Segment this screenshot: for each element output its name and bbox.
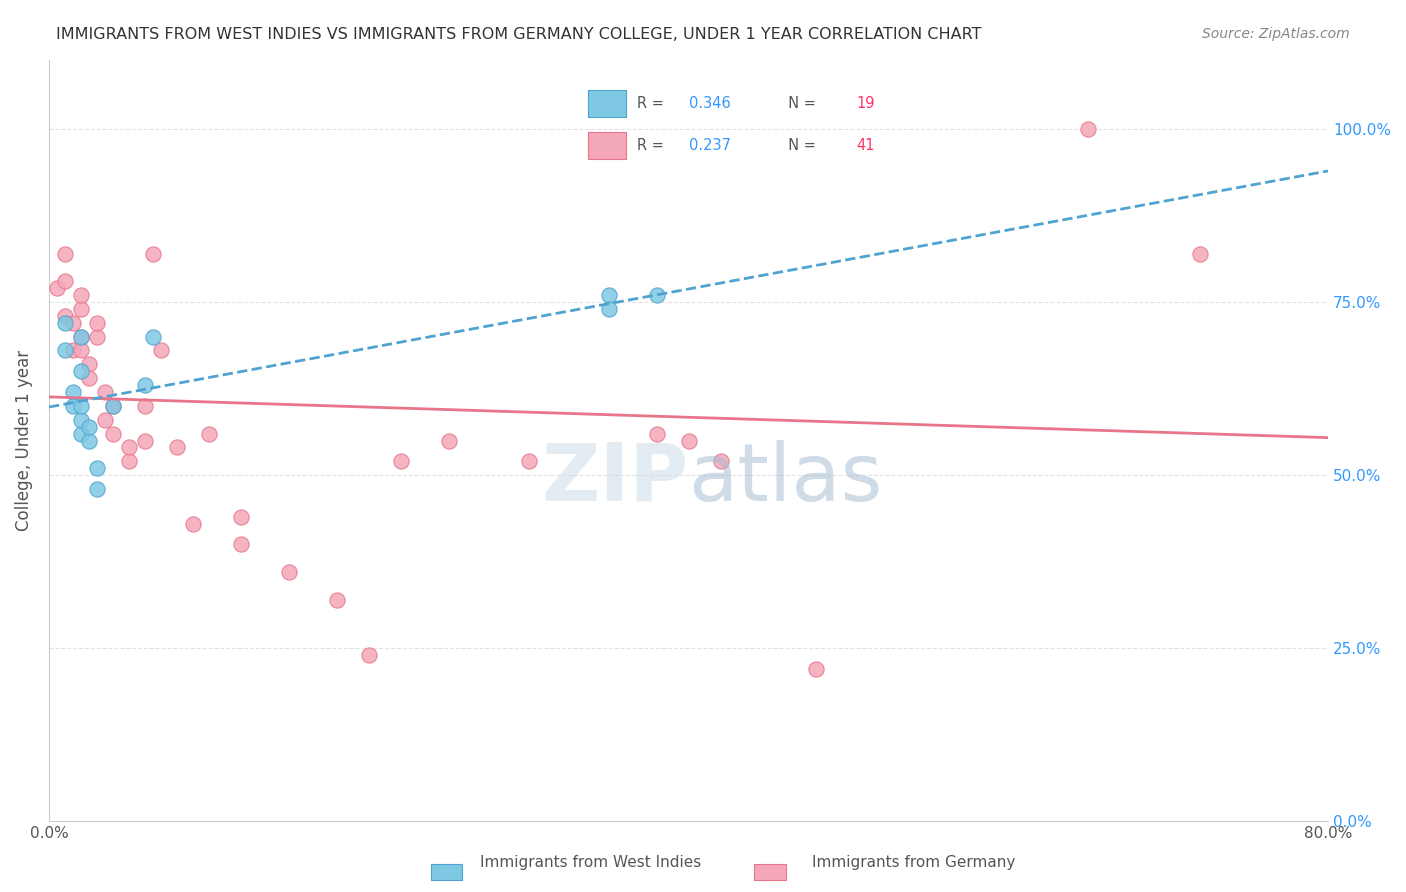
- Point: [149, 343, 172, 358]
- Point: [77, 419, 100, 434]
- Point: [517, 454, 540, 468]
- FancyBboxPatch shape: [754, 864, 786, 880]
- Point: [357, 648, 380, 663]
- Point: [437, 434, 460, 448]
- Point: [1077, 121, 1099, 136]
- Point: [645, 426, 668, 441]
- Text: ZIP: ZIP: [541, 440, 689, 517]
- Point: [94, 385, 117, 400]
- Point: [389, 454, 412, 468]
- Point: [70, 399, 93, 413]
- Point: [166, 441, 188, 455]
- Point: [70, 413, 93, 427]
- Text: Source: ZipAtlas.com: Source: ZipAtlas.com: [1202, 27, 1350, 41]
- Point: [62, 399, 84, 413]
- Point: [709, 454, 731, 468]
- Point: [70, 329, 93, 343]
- Point: [70, 329, 93, 343]
- Point: [53, 274, 76, 288]
- Text: Immigrants from West Indies: Immigrants from West Indies: [479, 855, 702, 870]
- Point: [229, 537, 252, 551]
- Point: [77, 357, 100, 371]
- Point: [181, 516, 204, 531]
- Point: [70, 288, 93, 302]
- Point: [46, 281, 69, 295]
- Y-axis label: College, Under 1 year: College, Under 1 year: [15, 350, 32, 531]
- Point: [86, 482, 108, 496]
- Point: [53, 246, 76, 260]
- Point: [53, 343, 76, 358]
- Point: [142, 246, 165, 260]
- Point: [598, 288, 620, 302]
- Point: [142, 329, 165, 343]
- Point: [118, 441, 141, 455]
- Point: [62, 316, 84, 330]
- Point: [70, 343, 93, 358]
- Point: [101, 399, 124, 413]
- Point: [229, 509, 252, 524]
- Point: [118, 454, 141, 468]
- Text: Immigrants from Germany: Immigrants from Germany: [813, 855, 1015, 870]
- Point: [101, 426, 124, 441]
- Point: [86, 316, 108, 330]
- Point: [134, 399, 156, 413]
- FancyBboxPatch shape: [430, 864, 463, 880]
- Point: [53, 316, 76, 330]
- Point: [806, 662, 828, 676]
- Point: [86, 329, 108, 343]
- Point: [326, 592, 349, 607]
- Point: [678, 434, 700, 448]
- Text: IMMIGRANTS FROM WEST INDIES VS IMMIGRANTS FROM GERMANY COLLEGE, UNDER 1 YEAR COR: IMMIGRANTS FROM WEST INDIES VS IMMIGRANT…: [56, 27, 981, 42]
- Point: [1189, 246, 1212, 260]
- Point: [94, 413, 117, 427]
- Text: atlas: atlas: [689, 440, 883, 517]
- Point: [62, 343, 84, 358]
- Point: [86, 461, 108, 475]
- Point: [598, 301, 620, 316]
- Point: [645, 288, 668, 302]
- Point: [70, 426, 93, 441]
- Point: [70, 364, 93, 378]
- Point: [62, 385, 84, 400]
- Point: [277, 565, 299, 579]
- Point: [77, 434, 100, 448]
- Point: [77, 371, 100, 385]
- Point: [134, 434, 156, 448]
- Point: [70, 301, 93, 316]
- Point: [134, 378, 156, 392]
- Point: [53, 309, 76, 323]
- Point: [101, 399, 124, 413]
- Point: [198, 426, 221, 441]
